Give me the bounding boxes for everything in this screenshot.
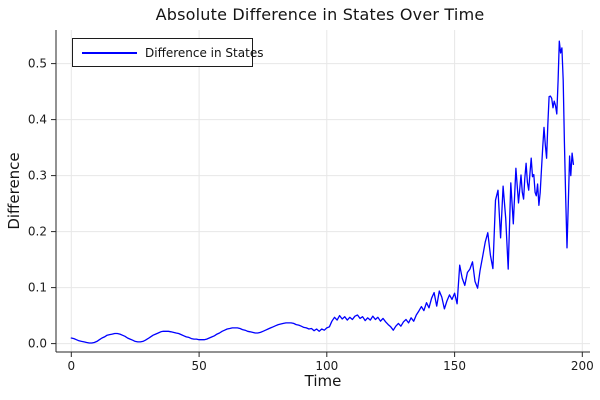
x-tick-label: 0 (67, 359, 75, 373)
y-tick-label: 0.2 (28, 225, 47, 239)
y-tick-label: 0.1 (28, 281, 47, 295)
x-tick-label: 200 (571, 359, 594, 373)
y-tick-label: 0.3 (28, 169, 47, 183)
x-tick-label: 100 (315, 359, 338, 373)
y-tick-label: 0.4 (28, 113, 47, 127)
x-axis-label: Time (304, 372, 342, 390)
y-tick-label: 0.0 (28, 337, 47, 351)
legend-line-sample (82, 51, 137, 54)
y-axis-label: Difference (5, 152, 23, 230)
x-tick-label: 50 (191, 359, 206, 373)
difference-line-series (70, 40, 575, 344)
legend-box: Difference in States (72, 38, 263, 67)
x-tick-label: 150 (443, 359, 466, 373)
y-tick-label: 0.5 (28, 57, 47, 71)
chart-title: Absolute Difference in States Over Time (155, 5, 485, 24)
legend-entry-label: Difference in States (145, 45, 264, 60)
